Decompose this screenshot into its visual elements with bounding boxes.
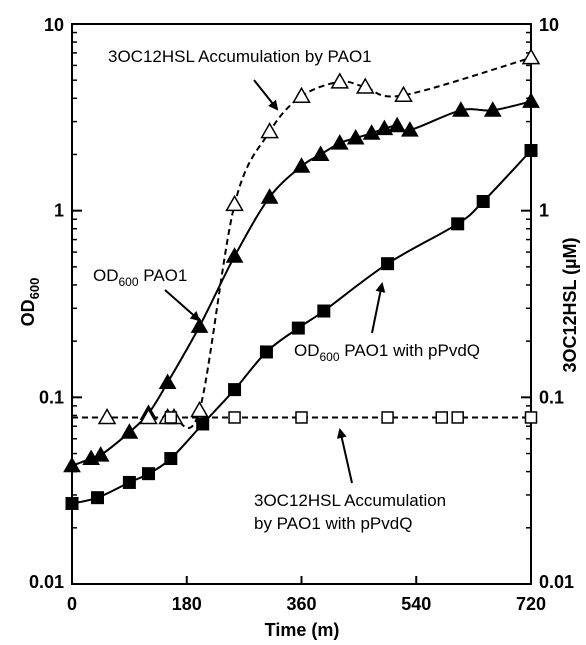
hsl_pao1_pvdq-point [524,411,538,424]
arrow-hsl-pvdq [336,428,353,484]
od_pao1-point [158,373,177,390]
arrow-od-pao1 [164,289,201,322]
od_pao1-point [311,145,330,161]
y-left-tick-label: 0.01 [29,572,64,592]
hsl_pao1-point [225,194,244,212]
od_pao1_pvdq-point [122,475,136,489]
x-axis: 0 180 360 540 720 [67,576,546,614]
od_pao1-point [120,423,139,439]
hsl_pao1-point [355,77,375,94]
od_pao1-point [346,129,365,145]
hsl_pao1-point [394,85,413,103]
annotation-hsl-pvdq-line1: 3OC12HSL Accumulation [254,491,446,510]
od_pao1-point [401,121,419,137]
od_pao1-point [91,446,110,462]
hsl_pao1_pvdq-point [164,411,178,424]
hsl_pao1_pvdq-point [295,411,308,424]
hsl_pao1_pvdq-point [435,411,448,424]
od_pao1_pvdq-point [524,144,538,158]
y-right-tick-label: 10 [539,15,559,35]
x-tick-label: 720 [516,594,546,614]
series-markers [63,48,541,510]
y-right-tick-label: 0.1 [539,387,564,407]
y-left-axis-title: OD600 [18,278,42,327]
arrow-od-pvdq [371,282,386,334]
od_pao1-point [63,456,81,473]
hsl_pao1_pvdq-point [228,411,241,424]
od_pao1_pvdq-point [476,194,490,208]
od_pao1-point [375,119,394,136]
od_pao1-point [483,101,502,117]
annotation-od-pao1: OD600 PAO1 [93,266,187,289]
od_pao1_pvdq-point [291,321,305,335]
od_pao1_pvdq-point [317,304,331,318]
od_pao1_pvdq-point [91,491,104,505]
y-left-tick-label: 0.1 [39,387,64,407]
od_pao1-point [388,116,406,133]
od_pao1_pvdq-point [259,345,273,359]
od_pao1_pvdq-point [164,452,178,466]
od_pao1-point [522,92,540,108]
od_pao1-point [452,101,470,117]
od_pao1-point [260,188,279,204]
od_pao1-point [190,317,209,333]
hsl_pao1_pvdq-point [381,411,394,424]
y-axis-left: 0.01 0.1 1 10 [29,15,82,592]
hsl_pao1-point [521,48,541,65]
y-left-tick-label: 10 [44,15,64,35]
od_pao1-point [292,157,311,173]
od_pao1_pvdq-point [381,257,395,271]
annotation-od-pvdq-subscript: 600 [320,350,340,364]
x-tick-label: 360 [286,594,316,614]
od_pao1_pvdq-point [196,417,210,431]
annotation-od-pvdq: OD600 PAO1 with pPvdQ [294,341,480,364]
x-tick-label: 0 [67,594,77,614]
x-axis-title: Time (m) [265,620,340,640]
y-left-tick-label: 1 [54,201,64,221]
hsl_pao1-point [330,72,350,89]
arrow-hsl-pao1 [253,79,279,111]
y-right-axis-title: 3OC12HSL (µM) [560,237,580,372]
y-left-axis-subscript: 600 [27,278,42,300]
y-right-tick-label: 0.01 [539,572,574,592]
hsl_pao1-point [139,407,158,425]
hsl_pao1-point [292,86,311,104]
hsl_pao1-point [260,122,279,139]
od_pao1-point [330,134,349,150]
od_pao1-point [225,247,244,263]
y-axis-right: 0.01 0.1 1 10 [521,15,574,592]
od_pao1-point [362,124,381,140]
od_pao1_pvdq-point [451,217,465,231]
hsl_pao1-point [190,400,209,418]
hsl_pao1-point [97,407,117,425]
od_pao1_pvdq-point [65,496,79,510]
annotation-hsl-pao1: 3OC12HSL Accumulation by PAO1 [108,47,372,66]
od_pao1_pvdq-point [142,467,155,481]
hsl_pao1_pvdq-point [451,411,464,424]
od_pao1_pvdq-point [228,383,242,397]
annotation-hsl-pvdq-line2: by PAO1 with pPvdQ [254,514,412,533]
y-right-tick-label: 1 [539,201,549,221]
x-tick-label: 180 [172,594,202,614]
annotation-od-pao1-subscript: 600 [119,275,139,289]
x-tick-label: 540 [401,594,431,614]
